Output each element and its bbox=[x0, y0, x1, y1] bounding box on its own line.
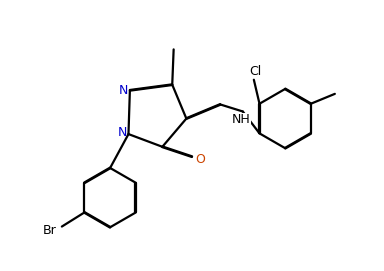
Text: Br: Br bbox=[42, 224, 56, 237]
Text: N: N bbox=[118, 126, 127, 139]
Text: N: N bbox=[119, 84, 128, 97]
Text: O: O bbox=[195, 153, 205, 166]
Text: Cl: Cl bbox=[249, 65, 262, 78]
Text: NH: NH bbox=[232, 114, 251, 127]
